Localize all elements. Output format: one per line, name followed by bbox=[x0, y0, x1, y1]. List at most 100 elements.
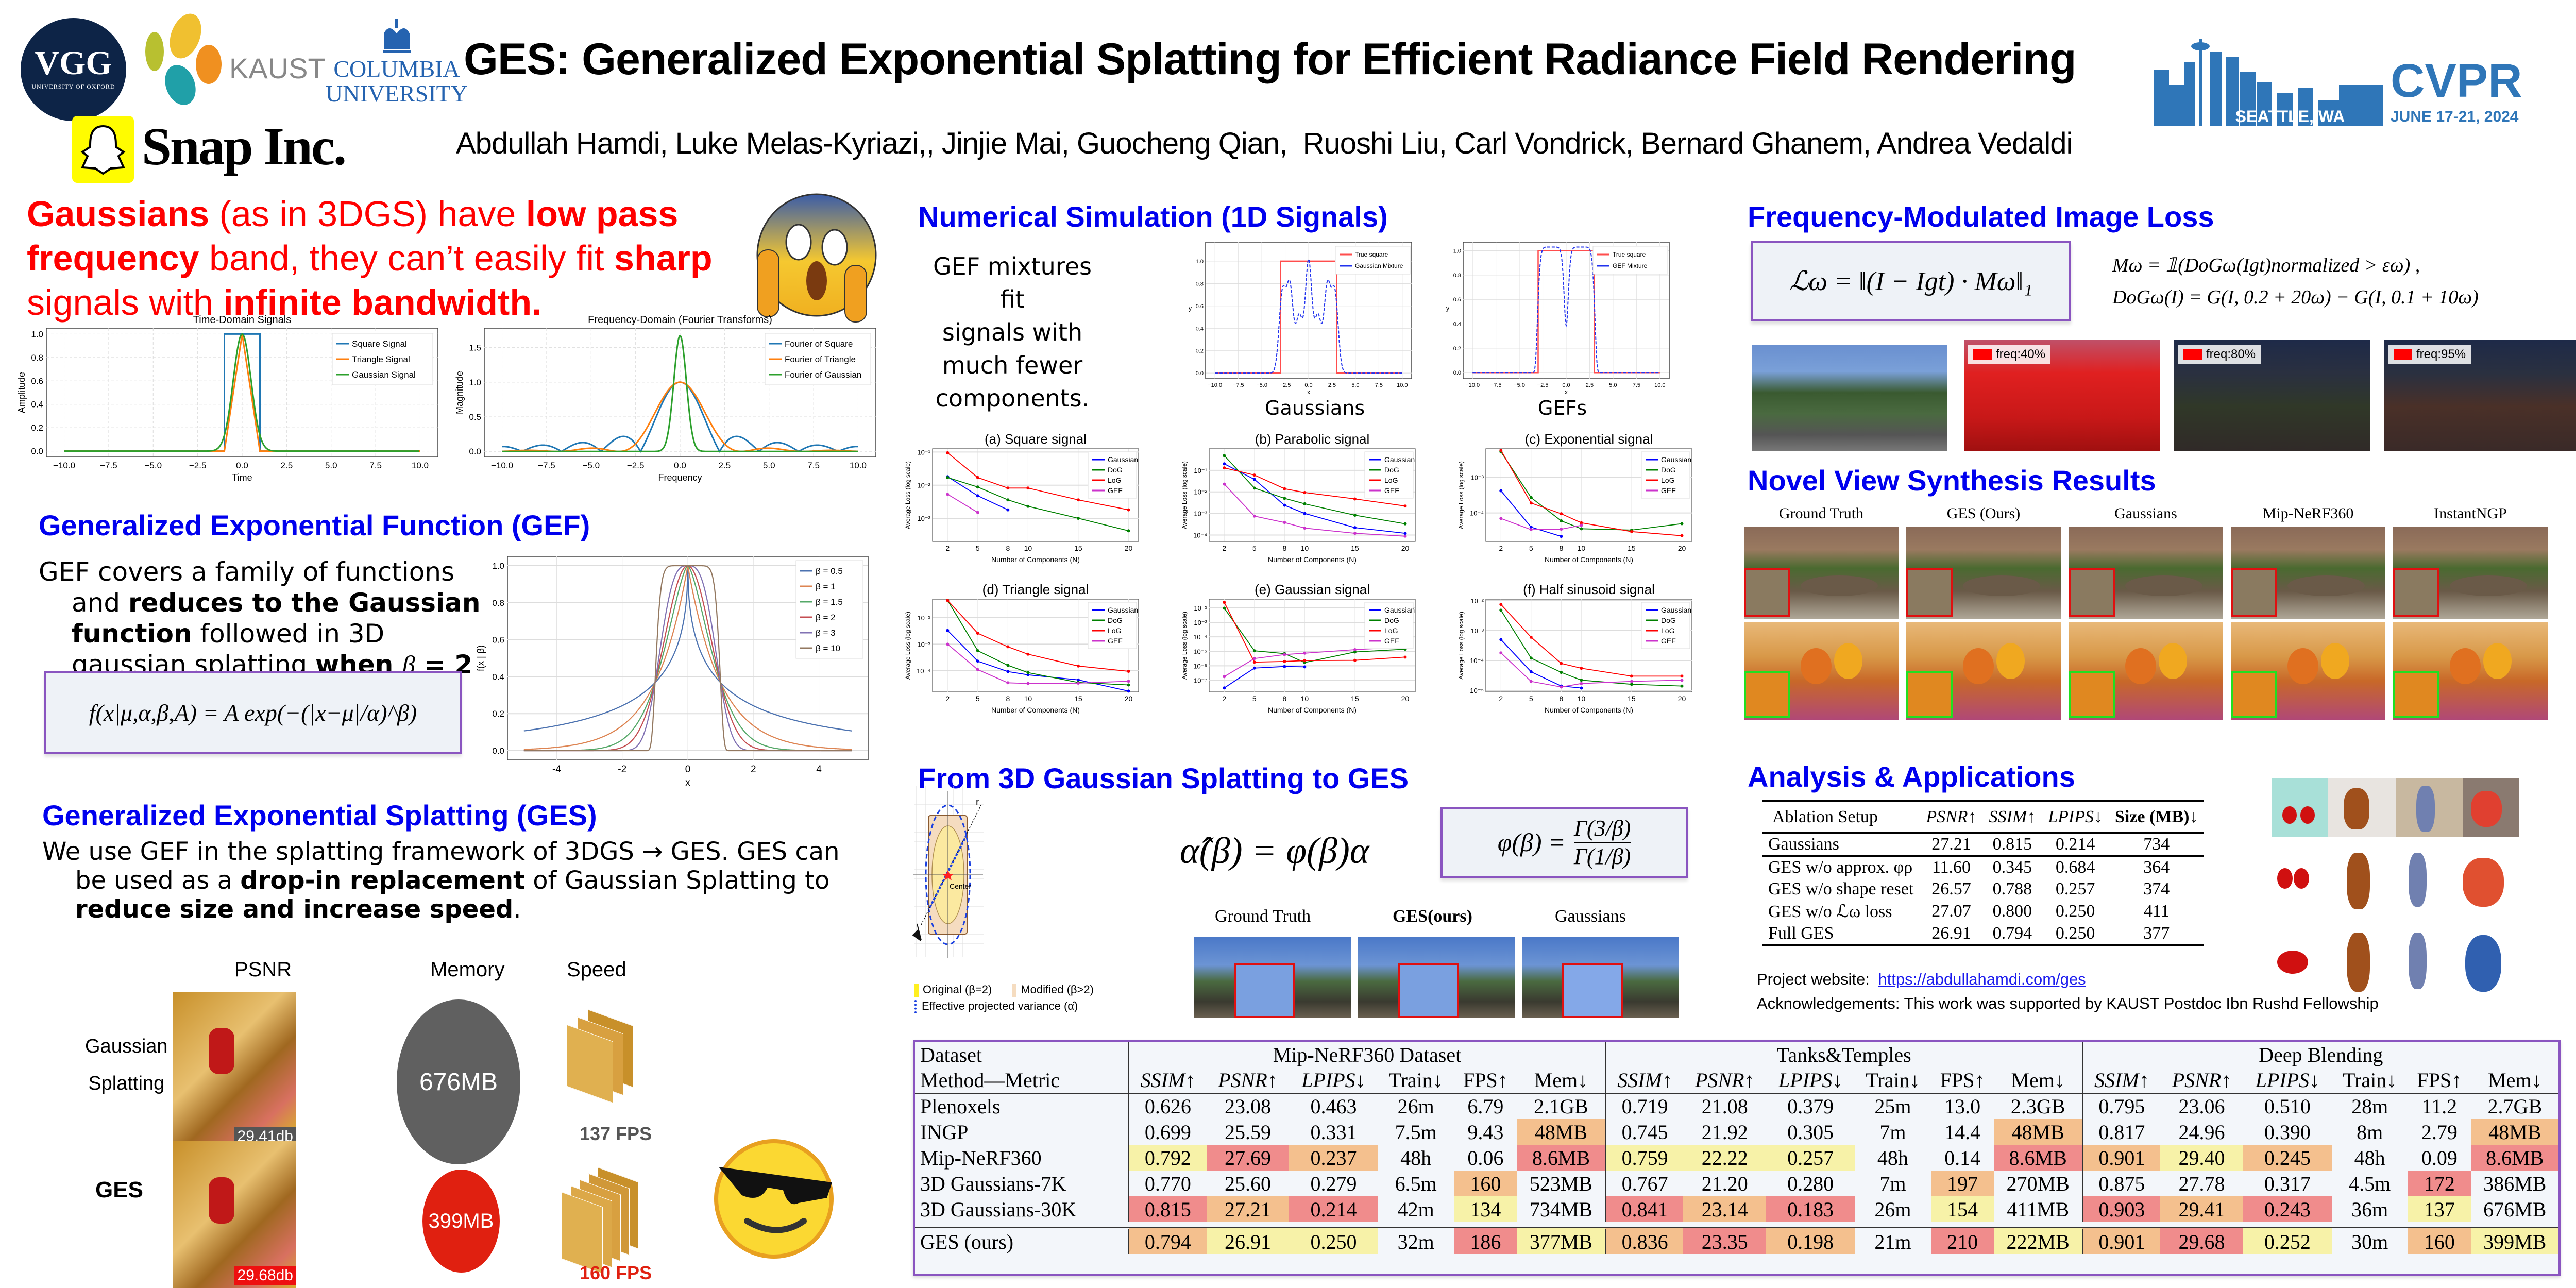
tick-label: 1.0 bbox=[1453, 248, 1461, 255]
y-axis-label: Average Loss (log scale) bbox=[904, 612, 911, 680]
results-cell: 24.96 bbox=[2178, 1120, 2225, 1144]
results-row: INGP 0.699 25.59 0.331 7.5m 9.43 48MB 0.745 21.9… bbox=[915, 1119, 2558, 1145]
tick-label: 0.2 bbox=[492, 709, 504, 719]
tick-label: 0.0 bbox=[1304, 382, 1312, 388]
data-point bbox=[1283, 497, 1286, 500]
results-cell: 0.841 bbox=[1604, 1196, 1684, 1222]
tick-label: 0.6 bbox=[1453, 297, 1461, 303]
results-cell: 0.817 bbox=[2081, 1119, 2161, 1145]
tick-label: 5 bbox=[976, 544, 980, 552]
train-mask-40: freq:40% bbox=[1964, 340, 2160, 451]
tick-label: -2 bbox=[618, 764, 626, 775]
ablation-header-lpips: LPIPS↓ bbox=[2048, 807, 2103, 826]
series-line bbox=[523, 565, 852, 752]
data-point bbox=[1580, 682, 1583, 685]
results-cell: 160 bbox=[2408, 1228, 2471, 1254]
chart-title: (c) Exponential signal bbox=[1525, 431, 1653, 447]
results-cell: 0.901 bbox=[2081, 1228, 2161, 1254]
tick-label: 8 bbox=[1282, 544, 1286, 552]
ges-text-reduce: reduce size and increase speed bbox=[75, 895, 514, 924]
results-dataset-row: Dataset Mip-NeRF360 Dataset Tanks&Temple… bbox=[915, 1042, 2558, 1067]
mask-equation: Mω = 𝟙(DoGω(Igt)normalized > εω) , bbox=[2112, 255, 2420, 276]
data-point bbox=[1283, 653, 1286, 656]
analysis-heading: Analysis & Applications bbox=[1748, 760, 2075, 793]
data-point bbox=[1499, 489, 1503, 493]
tick-label: 5 bbox=[1529, 694, 1533, 703]
results-cell: 0.390 bbox=[2264, 1120, 2311, 1144]
series-line bbox=[947, 494, 978, 513]
ges-text-3: be used as a bbox=[75, 866, 241, 895]
tick-label: −10.0 bbox=[53, 461, 75, 470]
data-point bbox=[946, 599, 950, 602]
ablation-cell: 27.21 bbox=[1931, 835, 1971, 854]
data-point bbox=[1403, 504, 1407, 508]
legend-label: Gaussian bbox=[1384, 455, 1415, 464]
legend-label: DoG bbox=[1108, 616, 1123, 624]
tick-label: 1.0 bbox=[31, 329, 43, 339]
tick-label: 5.0 bbox=[325, 461, 337, 470]
results-cell: 48h bbox=[1877, 1146, 1908, 1170]
tick-label: −7.5 bbox=[100, 461, 117, 470]
tick-label: 10.0 bbox=[850, 461, 867, 470]
tick-label: 20 bbox=[1401, 694, 1410, 703]
data-point bbox=[1127, 689, 1130, 693]
tick-label: 2 bbox=[751, 764, 756, 775]
website-link[interactable]: https://abdullahamdi.com/ges bbox=[1878, 970, 2086, 988]
ablation-header-psnr: PSNR↑ bbox=[1926, 807, 1977, 826]
tick-label: 0.0 bbox=[236, 461, 248, 470]
results-cell: 134 bbox=[1453, 1196, 1518, 1222]
data-point bbox=[1580, 667, 1583, 670]
data-point bbox=[1529, 656, 1533, 660]
dog-equation: DoGω(I) = G(I, 0.2 + 20ω) − G(I, 0.1 + 1… bbox=[2112, 286, 2479, 308]
tick-label: 0.6 bbox=[31, 376, 43, 386]
gaussian-mixture-chart: −10.0 −7.5 −5.0 −2.5 0.0 2.5 5.0 7.5 10.0 0.0 0.2 0… bbox=[1189, 242, 1412, 396]
metric-header: FPS↑ bbox=[1940, 1068, 1985, 1092]
tick-label: 10⁻⁴ bbox=[1470, 510, 1484, 517]
ges-description: We use GEF in the splatting framework of… bbox=[42, 837, 877, 924]
metric-header: Mem↓ bbox=[2011, 1068, 2065, 1092]
x-axis-label: x bbox=[685, 777, 690, 788]
series-line bbox=[947, 600, 1129, 672]
tick-label: 5.0 bbox=[763, 461, 775, 470]
legend-label: β = 0.5 bbox=[816, 566, 843, 576]
compare-gt-image bbox=[1194, 937, 1351, 1018]
compare-gaussians-image bbox=[1522, 937, 1679, 1018]
results-cell: 0.214 bbox=[1289, 1196, 1378, 1222]
numsim-text-2: signals with bbox=[942, 318, 1083, 346]
results-cell: 0.245 bbox=[2243, 1145, 2332, 1171]
x-axis-label: x bbox=[1307, 388, 1310, 396]
ablation-cell: 26.91 bbox=[1931, 924, 1971, 943]
data-point bbox=[1630, 674, 1633, 678]
legend-label: True square bbox=[1613, 251, 1646, 258]
data-point bbox=[1529, 528, 1533, 532]
results-row: 3D Gaussians-7K 0.770 25.60 0.279 6.5m 160 523… bbox=[915, 1171, 2558, 1196]
data-point bbox=[946, 642, 950, 646]
camera-icon bbox=[912, 923, 922, 942]
tick-label: 15 bbox=[1074, 694, 1082, 703]
legend-label: DoG bbox=[1661, 466, 1676, 474]
data-point bbox=[1283, 659, 1286, 663]
tick-label: 0.2 bbox=[1196, 348, 1204, 354]
results-cell: 0.198 bbox=[1766, 1228, 1855, 1254]
tick-label: −2.5 bbox=[1280, 382, 1291, 388]
ges-fps-value: 160 FPS bbox=[580, 1262, 652, 1283]
chart-title: Time-Domain Signals bbox=[193, 314, 291, 326]
tick-label: 15 bbox=[1351, 544, 1359, 552]
loss-chart-panel: (a) Square signal 2 5 8 10 15 20 10⁻¹ 10⁻² 10⁻³ Nu… bbox=[904, 431, 1139, 564]
ablation-cell: 364 bbox=[2143, 858, 2170, 877]
data-point bbox=[1006, 681, 1010, 685]
data-point bbox=[976, 485, 979, 489]
results-cell: 197 bbox=[1930, 1171, 1994, 1196]
loss-chart-panel: (b) Parabolic signal 2 5 8 10 15 20 10⁻¹ 10⁻² 10⁻… bbox=[1181, 431, 1416, 564]
results-cell: 48MB bbox=[1994, 1119, 2083, 1145]
data-point bbox=[1026, 486, 1030, 490]
mask-80-label: freq:80% bbox=[2206, 347, 2256, 361]
axis-r-label: r bbox=[976, 796, 979, 808]
ablation-cell: 377 bbox=[2143, 924, 2170, 943]
series-line bbox=[1224, 463, 1405, 534]
tick-label: −5.0 bbox=[144, 461, 162, 470]
numsim-heading: Numerical Simulation (1D Signals) bbox=[918, 200, 1388, 233]
nvs-heading: Novel View Synthesis Results bbox=[1748, 464, 2156, 497]
metric-header: PSNR↑ bbox=[1694, 1068, 1755, 1092]
data-point bbox=[1630, 680, 1633, 683]
